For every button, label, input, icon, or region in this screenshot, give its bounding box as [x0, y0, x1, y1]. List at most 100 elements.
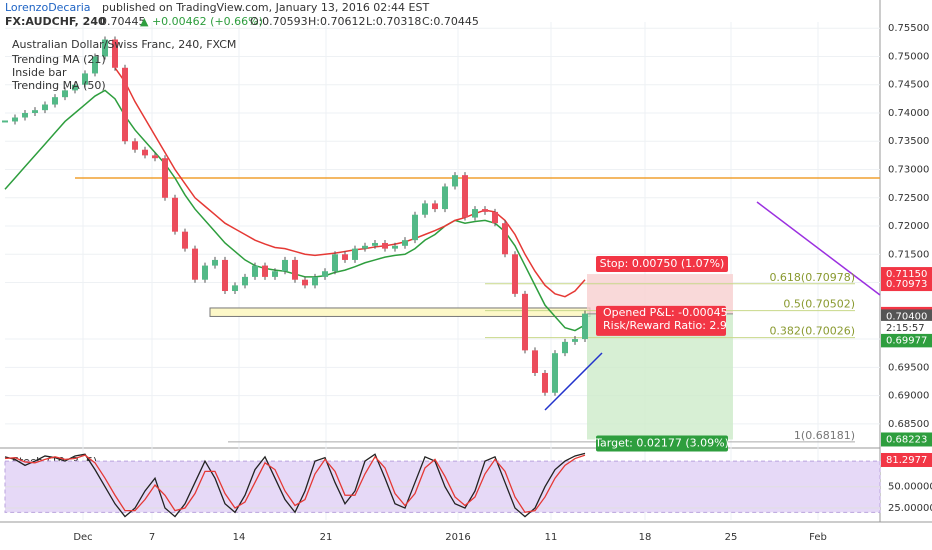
countdown-bg	[881, 320, 932, 334]
candle	[492, 211, 498, 224]
price-tag-label: 0.70400	[886, 311, 927, 322]
price-tag-label: 0.70973	[886, 279, 927, 290]
position-label: Stop: 0.00750 (1.07%)	[600, 257, 725, 270]
candle	[152, 155, 158, 159]
indicator-label: Trending MA (21)	[11, 53, 106, 66]
candle	[522, 293, 528, 351]
candle	[542, 372, 548, 393]
position-label-bg	[596, 256, 728, 273]
candle	[212, 259, 218, 266]
candle	[142, 149, 148, 156]
candle	[132, 141, 138, 150]
trend-line	[756, 201, 881, 296]
y-tick-label: 0.68500	[888, 419, 929, 430]
candle	[582, 313, 588, 340]
candle	[222, 259, 228, 292]
fib-label: 0.618(0.70978)	[769, 271, 855, 284]
y-tick-label: 0.72500	[888, 193, 929, 204]
candle	[372, 242, 378, 246]
x-tick-label: 18	[639, 532, 652, 543]
y-tick-label: 0.69000	[888, 391, 929, 402]
position-label: Opened P&L: -0.00045	[603, 306, 728, 319]
candle	[352, 248, 358, 260]
x-tick-label: Dec	[73, 532, 92, 543]
candle	[292, 259, 298, 280]
y-tick-label: 0.74500	[888, 80, 929, 91]
price-tag	[881, 432, 932, 447]
moving-average	[114, 67, 586, 298]
indicator-label: Inside bar	[12, 66, 67, 79]
y-tick-label: 0.75000	[888, 51, 929, 62]
candle	[562, 341, 568, 354]
y-tick-label: 0.74000	[888, 108, 929, 119]
candle	[432, 203, 438, 210]
countdown: 2:15:57	[886, 323, 925, 334]
x-tick-label: Feb	[809, 532, 827, 543]
candle	[252, 265, 258, 277]
ohlc: O:0.70593	[250, 15, 308, 28]
fib-label: 0.5(0.70502)	[783, 298, 855, 311]
fib-label: 1(0.68181)	[794, 429, 855, 442]
candle	[202, 265, 208, 280]
candle	[82, 73, 88, 85]
price-tag-label: 81.2977	[886, 455, 927, 466]
symbol: FX:AUDCHF, 240	[5, 15, 106, 28]
y-tick-label: 0.75500	[888, 23, 929, 34]
indicator-label: Trending MA (50)	[11, 79, 106, 92]
candle	[512, 254, 518, 294]
trend-line	[544, 352, 603, 411]
candle	[22, 112, 28, 118]
x-tick-label: 14	[233, 532, 246, 543]
candle	[42, 104, 48, 111]
candle	[32, 110, 38, 113]
price-tag-label: 0.71150	[886, 269, 927, 280]
chart-title: Australian Dollar/Swiss Franc, 240, FXCM	[12, 38, 236, 51]
ohlc: H:0.70612	[308, 15, 365, 28]
candle	[262, 265, 268, 277]
candle	[412, 214, 418, 241]
candle	[532, 350, 538, 373]
y-tick-label: 0.72000	[888, 221, 929, 232]
candle	[162, 158, 168, 198]
candle	[362, 245, 368, 249]
x-tick-label: 25	[725, 532, 738, 543]
y-tick-label: 50.00000	[888, 482, 932, 493]
price-tag-label: 0.68223	[886, 434, 927, 445]
candle	[122, 67, 128, 142]
candle	[102, 39, 108, 57]
last: 0.70445	[100, 15, 146, 28]
ohlc: L:0.70318	[366, 15, 421, 28]
candle	[302, 279, 308, 286]
candle	[332, 254, 338, 272]
price-tag	[881, 309, 932, 324]
candle	[472, 209, 478, 218]
candle	[392, 245, 398, 249]
candle	[92, 56, 98, 74]
candle	[62, 90, 68, 98]
y-tick-label: 0.73000	[888, 165, 929, 176]
candle	[342, 254, 348, 260]
y-tick-label: 0.71500	[888, 249, 929, 260]
candle	[52, 97, 58, 105]
price-tag-label: 0.69977	[886, 335, 927, 346]
publisher: LorenzoDecaria	[5, 1, 91, 14]
position-label: Risk/Reward Ratio: 2.9	[603, 319, 727, 332]
candle	[72, 84, 78, 91]
price-tag	[881, 333, 932, 348]
change: ▲ +0.00462 (+0.66%)	[140, 15, 263, 28]
candle	[242, 276, 248, 286]
position-label-bg	[596, 305, 726, 336]
candle	[572, 339, 578, 342]
price-tag	[881, 277, 932, 292]
y-tick-label: 25.00000	[888, 503, 932, 514]
candle	[462, 175, 468, 218]
fib-label: 0.382(0.70026)	[769, 325, 855, 338]
x-tick-label: 2016	[445, 532, 470, 543]
candle	[382, 242, 388, 249]
y-tick-label: 0.73500	[888, 136, 929, 147]
candle	[422, 203, 428, 215]
position-label: Target: 0.02177 (3.09%)	[594, 436, 729, 449]
candle	[402, 240, 408, 246]
